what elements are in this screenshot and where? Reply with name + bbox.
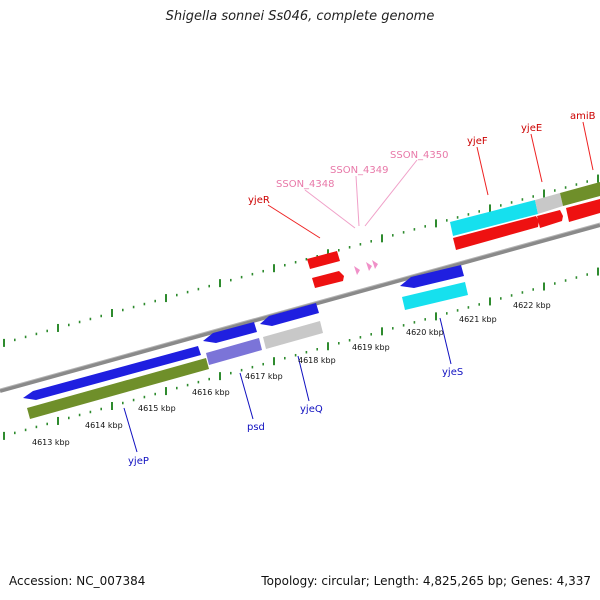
leader-yjeE bbox=[530, 133, 543, 183]
leader-SSON_4349 bbox=[355, 175, 360, 227]
gene-yjeQ[interactable] bbox=[260, 303, 319, 326]
scale-label: 4617 kbp bbox=[245, 372, 283, 381]
cds-yjeE-grey[interactable] bbox=[535, 193, 563, 214]
accession-text: Accession: NC_007384 bbox=[9, 574, 146, 588]
gene-yjeR-a[interactable] bbox=[307, 251, 340, 269]
label-SSON_4348: SSON_4348 bbox=[276, 179, 335, 190]
leader-psd bbox=[239, 372, 254, 420]
cds-psd[interactable] bbox=[206, 338, 262, 365]
leader-yjeS bbox=[439, 317, 452, 365]
gene-yjeE[interactable] bbox=[537, 210, 563, 228]
scale-label: 4618 kbp bbox=[298, 356, 336, 365]
label-SSON_4349: SSON_4349 bbox=[330, 165, 389, 176]
label-amiB: amiB bbox=[570, 111, 596, 122]
label-yjeQ: yjeQ bbox=[300, 404, 323, 415]
label-yjeS: yjeS bbox=[442, 367, 463, 378]
label-yjeF: yjeF bbox=[467, 136, 488, 147]
label-yjeP: yjeP bbox=[128, 456, 149, 467]
scale-label: 4621 kbp bbox=[459, 315, 497, 324]
cds-yjeQ[interactable] bbox=[263, 321, 323, 349]
map-title: Shigella sonnei Ss046, complete genome bbox=[165, 9, 435, 24]
gene-yjeF[interactable] bbox=[453, 216, 539, 250]
gene-yjeP[interactable] bbox=[23, 346, 201, 400]
leader-yjeF bbox=[476, 146, 489, 196]
leader-SSON_4350 bbox=[364, 159, 418, 227]
scale-label: 4622 kbp bbox=[513, 301, 551, 310]
cds-yjeF[interactable] bbox=[450, 200, 538, 236]
genome-backbone-highlight bbox=[0, 222, 600, 390]
scale-label: 4613 kbp bbox=[32, 438, 70, 447]
label-SSON_4350: SSON_4350 bbox=[390, 150, 449, 161]
leader-yjeR bbox=[267, 204, 321, 239]
tick-track-outer bbox=[3, 174, 599, 347]
gene-yjeR-b[interactable] bbox=[312, 271, 344, 288]
label-psd: psd bbox=[247, 422, 265, 433]
gene-psd[interactable] bbox=[203, 322, 257, 343]
leader-SSON_4348 bbox=[304, 189, 356, 229]
scale-label: 4614 kbp bbox=[85, 421, 123, 430]
genome-stats-text: Topology: circular; Length: 4,825,265 bp… bbox=[261, 574, 591, 588]
leader-amiB bbox=[582, 121, 594, 171]
leader-yjeP bbox=[123, 407, 138, 453]
rna-SSON_4348[interactable] bbox=[354, 266, 360, 275]
tick-track-inner bbox=[3, 267, 599, 440]
cds-yjeP[interactable] bbox=[27, 358, 209, 419]
rna-SSON_4350[interactable] bbox=[372, 260, 378, 269]
label-yjeE: yjeE bbox=[521, 123, 542, 134]
gene-yjeS[interactable] bbox=[400, 265, 464, 288]
rna-SSON_4349[interactable] bbox=[366, 262, 372, 271]
cds-amiB[interactable] bbox=[560, 182, 600, 206]
label-yjeR: yjeR bbox=[248, 195, 270, 206]
scale-label: 4616 kbp bbox=[192, 388, 230, 397]
scale-label: 4619 kbp bbox=[352, 343, 390, 352]
gene-amiB[interactable] bbox=[566, 199, 600, 222]
cds-yjeS[interactable] bbox=[402, 282, 468, 310]
scale-label: 4615 kbp bbox=[138, 404, 176, 413]
scale-label: 4620 kbp bbox=[406, 328, 444, 337]
leader-yjeQ bbox=[297, 355, 310, 402]
